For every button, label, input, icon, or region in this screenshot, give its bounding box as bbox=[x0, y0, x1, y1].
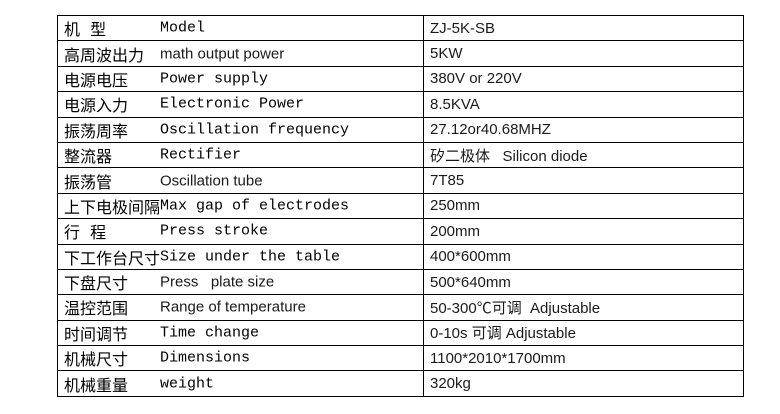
spec-value-cell: 50-300℃可调 Adjustable bbox=[423, 294, 744, 321]
table-row: 机 型 Model ZJ-5K-SB bbox=[57, 14, 744, 42]
table-row: 电源入力 Electronic Power 8.5KVA bbox=[57, 91, 744, 118]
spec-label-english: Max gap of electrodes bbox=[160, 197, 350, 215]
spec-value-cell: 1100*2010*1700mm bbox=[423, 345, 744, 372]
spec-label-cell: 电源电压 Power supply bbox=[57, 65, 424, 93]
table-row: 机械尺寸 Dimensions 1100*2010*1700mm bbox=[57, 345, 744, 372]
spec-label-english: Oscillation tube bbox=[160, 172, 263, 190]
spec-label-english: weight bbox=[160, 375, 215, 393]
spec-label-chinese: 时间调节 bbox=[64, 324, 129, 344]
spec-label-chinese: 电源电压 bbox=[64, 70, 129, 90]
spec-label-cell: 上下电极间隔Max gap of electrodes bbox=[57, 192, 424, 220]
spec-value-cell: 500*640mm bbox=[423, 268, 744, 296]
spec-label-chinese: 上下电极间隔 bbox=[64, 197, 161, 217]
spec-value-cell: 8.5KVA bbox=[423, 91, 744, 118]
spec-label-english: Press plate size bbox=[160, 273, 275, 291]
spec-label-chinese: 温控范围 bbox=[64, 299, 129, 319]
spec-value-cell: 400*600mm bbox=[423, 243, 744, 270]
spec-table-body: 机 型 Model ZJ-5K-SB 高周波出力 math output power 5K… bbox=[57, 14, 744, 397]
spec-label-chinese: 高周波出力 bbox=[64, 45, 145, 65]
spec-label-chinese: 机 型 bbox=[64, 20, 107, 40]
spec-label-english: Time change bbox=[160, 324, 260, 342]
table-row: 行 程 Press stroke 200mm bbox=[57, 218, 744, 245]
spec-label-cell: 机械重量 weight bbox=[57, 370, 424, 397]
spec-value-cell: 250mm bbox=[423, 192, 744, 220]
spec-label-cell: 整流器 Rectifier bbox=[57, 141, 424, 169]
table-row: 上下电极间隔Max gap of electrodes 250mm bbox=[57, 192, 744, 220]
table-row: 振荡管 Oscillation tube 7T85 bbox=[57, 167, 744, 194]
table-row: 高周波出力 math output power 5KW bbox=[57, 40, 744, 67]
spec-label-english: Range of temperature bbox=[160, 298, 306, 316]
spec-label-english: Dimensions bbox=[160, 349, 251, 367]
table-row: 机械重量 weight 320kg bbox=[57, 370, 744, 397]
table-row: 电源电压 Power supply 380V or 220V bbox=[57, 65, 744, 93]
spec-label-cell: 下盘尺寸 Press plate size bbox=[57, 268, 424, 296]
spec-label-english: Electronic Power bbox=[160, 95, 305, 113]
spec-label-cell: 下工作台尺寸Size under the table bbox=[57, 243, 424, 270]
spec-label-cell: 电源入力 Electronic Power bbox=[57, 91, 424, 118]
spec-label-chinese: 下盘尺寸 bbox=[64, 274, 129, 294]
spec-label-chinese: 行 程 bbox=[64, 223, 107, 243]
spec-label-cell: 高周波出力 math output power bbox=[57, 40, 424, 67]
spec-label-chinese: 振荡管 bbox=[64, 172, 113, 192]
spec-label-cell: 机械尺寸 Dimensions bbox=[57, 345, 424, 372]
spec-label-cell: 机 型 Model bbox=[57, 14, 424, 42]
spec-label-cell: 振荡管 Oscillation tube bbox=[57, 167, 424, 194]
spec-label-chinese: 电源入力 bbox=[64, 96, 129, 116]
spec-label-chinese: 振荡周率 bbox=[64, 121, 129, 141]
spec-value-cell: 27.12or40.68MHZ bbox=[423, 116, 744, 143]
spec-label-chinese: 整流器 bbox=[64, 147, 113, 167]
spec-table: 机 型 Model ZJ-5K-SB 高周波出力 math output power 5K… bbox=[57, 14, 744, 397]
spec-label-english: Rectifier bbox=[160, 146, 242, 164]
spec-label-chinese: 下工作台尺寸 bbox=[64, 248, 161, 268]
spec-value-cell: 5KW bbox=[423, 40, 744, 67]
spec-label-english: Size under the table bbox=[160, 248, 341, 266]
spec-value-cell: 7T85 bbox=[423, 167, 744, 194]
spec-label-cell: 行 程 Press stroke bbox=[57, 218, 424, 245]
table-row: 温控范围 Range of temperature 50-300℃可调 Adjust… bbox=[57, 294, 744, 321]
spec-label-chinese: 机械重量 bbox=[64, 375, 129, 395]
spec-label-english: Press stroke bbox=[160, 222, 269, 240]
spec-value-cell: 0-10s 可调 Adjustable bbox=[423, 319, 744, 347]
spec-label-english: math output power bbox=[160, 45, 285, 63]
spec-label-cell: 温控范围 Range of temperature bbox=[57, 294, 424, 321]
spec-label-english: Model bbox=[160, 19, 206, 37]
spec-label-cell: 时间调节 Time change bbox=[57, 319, 424, 347]
spec-label-english: Power supply bbox=[160, 70, 269, 88]
spec-value-cell: 380V or 220V bbox=[423, 65, 744, 93]
spec-label-chinese: 机械尺寸 bbox=[64, 350, 129, 370]
table-row: 时间调节 Time change 0-10s 可调 Adjustable bbox=[57, 319, 744, 347]
table-row: 整流器 Rectifier 矽二极体 Silicon diode bbox=[57, 141, 744, 169]
spec-value-cell: 320kg bbox=[423, 370, 744, 397]
spec-value-cell: 200mm bbox=[423, 218, 744, 245]
spec-value-cell: ZJ-5K-SB bbox=[423, 14, 744, 42]
table-row: 振荡周率 Oscillation frequency 27.12or40.68MHZ bbox=[57, 116, 744, 143]
table-row: 下盘尺寸 Press plate size 500*640mm bbox=[57, 268, 744, 296]
spec-value-cell: 矽二极体 Silicon diode bbox=[423, 141, 744, 169]
spec-label-english: Oscillation frequency bbox=[160, 121, 350, 139]
table-row: 下工作台尺寸Size under the table 400*600mm bbox=[57, 243, 744, 270]
spec-label-cell: 振荡周率 Oscillation frequency bbox=[57, 116, 424, 143]
